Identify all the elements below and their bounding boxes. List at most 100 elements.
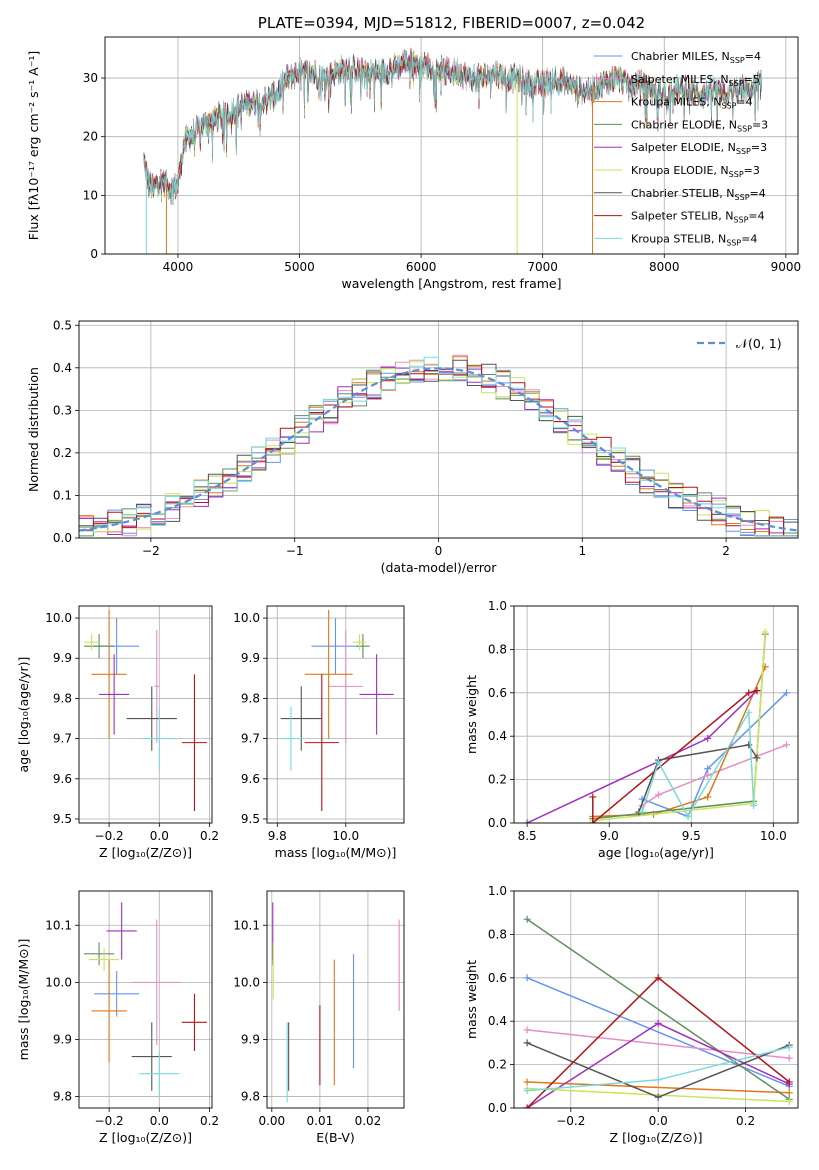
point-kroupa_stelib <box>141 706 177 771</box>
data-point <box>654 758 662 766</box>
point-chabrier_stelib <box>280 686 322 751</box>
series-salpeter_miles <box>523 1026 793 1062</box>
point-chabrier_elodie <box>356 634 370 659</box>
x-tick-label: 0.02 <box>355 1114 382 1128</box>
data-point <box>654 791 662 799</box>
plot-area <box>143 47 762 254</box>
y-tick-label: 0.4 <box>488 1014 507 1028</box>
x-tick-label: 6000 <box>406 260 437 274</box>
y-tick-label: 9.7 <box>53 732 72 746</box>
x-axis-label: Z [log₁₀(Z/Z⊙)] <box>99 845 192 860</box>
plot-area <box>272 902 400 1103</box>
plot-area <box>84 902 207 1097</box>
x-tick-label: 0.01 <box>307 1114 334 1128</box>
data-point <box>745 708 753 716</box>
point-kroupa_stelib <box>277 706 305 771</box>
y-tick-label: 0.2 <box>488 773 507 787</box>
data-point <box>523 974 531 982</box>
series-kroupa_miles <box>523 1078 793 1097</box>
x-axis-label: Z [log₁₀(Z/Z⊙)] <box>610 1130 703 1145</box>
axes: −2 −1 0 1 2 0.0 0.1 0.2 0.3 0.4 0.5 <box>53 318 730 558</box>
point-salpeter_elodie <box>99 654 130 735</box>
legend-entry: Kroupa STELIB, NSSP=4 <box>631 232 757 247</box>
plot-area <box>84 610 207 811</box>
x-tick-label: 8.5 <box>518 829 537 843</box>
point-chabrier_elodie <box>84 634 115 659</box>
chart-mass_vs_ebv: 0.00 0.01 0.02 9.8 9.9 10.0 10.1 E(B-V) <box>233 890 405 1145</box>
point-kroupa_miles <box>91 610 127 739</box>
legend-entry: Salpeter STELIB, NSSP=4 <box>631 210 765 225</box>
chart-spectrum: 4000 5000 6000 7000 8000 9000 0 10 20 30 PLATE=039… <box>26 14 801 291</box>
spectrum-kroupa_stelib <box>143 49 762 204</box>
x-tick-label: 5000 <box>284 260 315 274</box>
data-point <box>654 1019 662 1027</box>
point-chabrier_stelib <box>131 1022 172 1091</box>
legend-entry: Salpeter ELODIE, NSSP=3 <box>631 141 767 156</box>
point-chabrier_miles <box>311 618 360 675</box>
x-tick-label: 8000 <box>649 260 680 274</box>
point-salpeter_stelib <box>181 674 207 811</box>
y-tick-label: 9.8 <box>241 691 260 705</box>
x-tick-label: 4000 <box>163 260 194 274</box>
y-axis-label: mass [log₁₀(M/M⊙)] <box>16 939 31 1061</box>
x-tick-label: 0.0 <box>649 1114 668 1128</box>
data-point <box>783 741 791 749</box>
y-tick-label: 10.0 <box>45 975 72 989</box>
y-tick-label: 1.0 <box>488 599 507 613</box>
series-line <box>527 1029 790 1059</box>
y-tick-label: 9.9 <box>241 651 260 665</box>
data-point <box>638 808 646 816</box>
data-point <box>589 793 597 801</box>
plot-area <box>523 915 793 1108</box>
y-axis-label: Normed distribution <box>26 367 41 492</box>
axes: −0.2 0.0 0.2 9.8 9.9 10.0 10.1 <box>45 918 219 1128</box>
x-tick-label: −0.2 <box>556 1114 585 1128</box>
y-axis-label: Flux [fλ10⁻¹⁷ erg cm⁻² s⁻¹ A⁻¹] <box>26 51 41 240</box>
x-axis-label: wavelength [Angstrom, rest frame] <box>341 276 561 291</box>
data-point <box>684 812 692 820</box>
y-tick-label: 0.3 <box>53 403 72 417</box>
chart-title: PLATE=0394, MJD=51812, FIBERID=0007, z=0… <box>258 14 645 32</box>
data-point <box>704 734 712 742</box>
legend-entry: 𝒩(0, 1) <box>736 336 782 351</box>
y-tick-label: 10 <box>83 188 98 202</box>
y-tick-label: 9.9 <box>53 1032 72 1046</box>
series-line <box>527 1081 790 1094</box>
x-tick-label: 1 <box>578 544 586 558</box>
point-chabrier_miles <box>94 970 140 1017</box>
x-tick-label: 0.00 <box>258 1114 285 1128</box>
axes: −0.2 0.0 0.2 0.0 0.2 0.4 0.6 0.8 1.0 <box>488 884 755 1128</box>
legend-entry: Salpeter MILES, NSSP=5 <box>631 73 760 88</box>
point-salpeter_elodie <box>106 902 137 960</box>
axes-frame <box>266 605 405 824</box>
x-tick-label: −2 <box>142 544 160 558</box>
axes: 0.00 0.01 0.02 9.8 9.9 10.0 10.1 <box>233 918 381 1128</box>
series-chabrier_elodie <box>589 630 769 823</box>
data-point <box>704 793 712 801</box>
y-tick-label: 0.6 <box>488 971 507 985</box>
y-tick-label: 10.0 <box>233 975 260 989</box>
axes: 8.5 9.0 9.5 10.0 0.0 0.2 0.4 0.6 0.8 1.0 <box>488 599 787 843</box>
axes-frame <box>104 36 799 255</box>
series-kroupa_stelib <box>523 1043 793 1095</box>
y-tick-label: 9.6 <box>53 772 72 786</box>
plot-area <box>523 628 791 823</box>
y-tick-label: 9.5 <box>53 812 72 826</box>
y-tick-label: 0.2 <box>488 1058 507 1072</box>
axes-frame <box>78 890 213 1109</box>
data-point <box>785 1078 793 1086</box>
y-tick-label: 0.2 <box>53 446 72 460</box>
x-tick-label: 2 <box>722 544 730 558</box>
series-line <box>641 692 788 818</box>
y-tick-label: 0.5 <box>53 318 72 332</box>
x-tick-label: 10.0 <box>332 829 359 843</box>
chart-weight_vs_age: 8.5 9.0 9.5 10.0 0.0 0.2 0.4 0.6 0.8 1.0 age [log₁… <box>464 599 799 860</box>
data-point <box>704 771 712 779</box>
series-line <box>592 666 766 818</box>
series-line <box>526 918 790 1100</box>
y-tick-label: 30 <box>83 71 98 85</box>
y-tick-label: 9.9 <box>241 1032 260 1046</box>
data-point <box>654 1093 662 1101</box>
axes: −0.2 0.0 0.2 9.5 9.6 9.7 9.8 9.9 10.0 <box>45 611 219 843</box>
chart-weight_vs_z: −0.2 0.0 0.2 0.0 0.2 0.4 0.6 0.8 1.0 Z [log₁₀(Z/Z… <box>464 884 799 1145</box>
